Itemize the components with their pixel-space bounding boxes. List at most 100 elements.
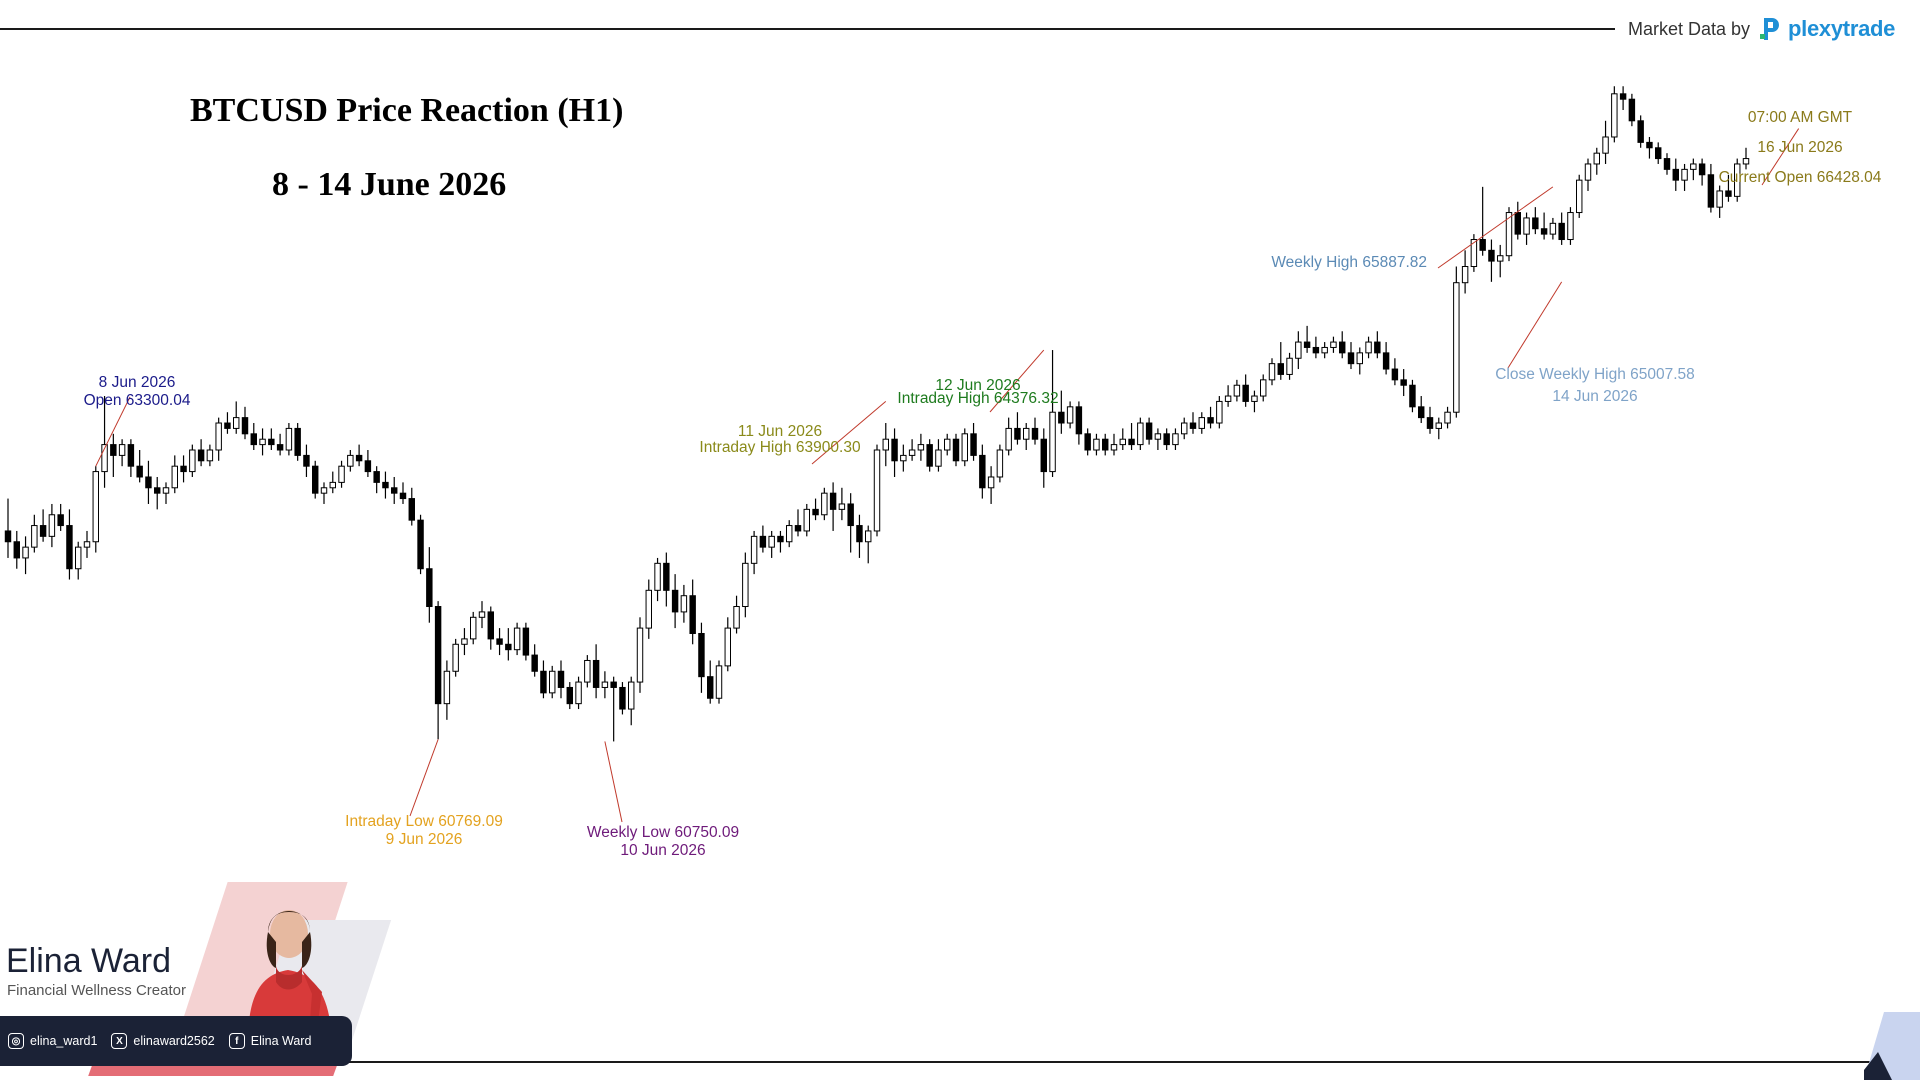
candle-body bbox=[1540, 228, 1548, 235]
candle bbox=[1382, 342, 1390, 375]
candle bbox=[1286, 352, 1293, 380]
candle bbox=[1690, 158, 1697, 181]
annotation-label: 07:00 AM GMT bbox=[1748, 109, 1853, 126]
annotation-leader-line bbox=[811, 401, 887, 465]
social-x[interactable]: X elinaward2562 bbox=[111, 1033, 215, 1049]
candle-body bbox=[1093, 438, 1100, 451]
candle-body bbox=[1128, 438, 1135, 446]
candle-body bbox=[1224, 395, 1232, 402]
social-facebook[interactable]: f Elina Ward bbox=[228, 1033, 311, 1049]
candle-body bbox=[961, 433, 968, 462]
candle bbox=[1435, 417, 1442, 440]
annotation-label: 8 Jun 2026 bbox=[99, 374, 176, 391]
candle-body bbox=[1023, 427, 1030, 440]
candle bbox=[487, 606, 494, 650]
candle bbox=[540, 660, 547, 699]
candle bbox=[303, 444, 310, 477]
candle bbox=[1444, 406, 1451, 429]
candle bbox=[48, 503, 56, 548]
candle-body bbox=[259, 438, 266, 446]
creator-card: Elina Ward Financial Wellness Creator ◎ … bbox=[0, 870, 392, 1080]
candle-body bbox=[601, 681, 609, 688]
candle bbox=[136, 450, 143, 483]
candle-body bbox=[1611, 93, 1618, 138]
candle-body bbox=[66, 525, 73, 570]
candle-body bbox=[557, 670, 565, 688]
candle-body bbox=[75, 546, 82, 570]
candle bbox=[1102, 433, 1109, 456]
candle-body bbox=[645, 589, 652, 629]
candle-body bbox=[1268, 363, 1276, 381]
candle-body bbox=[1233, 384, 1241, 397]
candle bbox=[592, 644, 600, 699]
candle-body bbox=[1716, 190, 1723, 208]
candle-body bbox=[592, 659, 600, 688]
candle-body bbox=[944, 438, 951, 451]
candle-body bbox=[1216, 400, 1223, 424]
annotation-label: Intraday Low 60769.09 bbox=[345, 813, 503, 830]
candle bbox=[1233, 379, 1241, 402]
candle-body bbox=[742, 562, 749, 608]
candle-body bbox=[584, 659, 591, 683]
candle-body bbox=[303, 454, 310, 467]
candle-body bbox=[1295, 341, 1302, 359]
candle-body bbox=[22, 546, 29, 559]
candle-body bbox=[1628, 98, 1636, 122]
candle bbox=[1268, 358, 1276, 386]
candle bbox=[233, 401, 240, 434]
candle-body bbox=[1426, 417, 1434, 429]
candle bbox=[1532, 207, 1539, 235]
candle-body bbox=[57, 514, 64, 527]
plexytrade-logo-icon bbox=[1760, 18, 1780, 40]
candle bbox=[470, 611, 477, 645]
candle bbox=[408, 487, 415, 526]
candle bbox=[1014, 412, 1021, 445]
candle bbox=[57, 503, 64, 531]
candle-body bbox=[4, 530, 12, 543]
candle bbox=[1277, 342, 1284, 380]
market-data-credit: Market Data by plexytrade bbox=[1628, 16, 1895, 42]
candle-body bbox=[364, 460, 372, 473]
candle-body bbox=[1488, 249, 1495, 262]
candle-body bbox=[979, 454, 986, 489]
candle-body bbox=[707, 676, 714, 699]
candle-body bbox=[1725, 190, 1732, 197]
candle bbox=[1426, 406, 1434, 434]
candle bbox=[1216, 396, 1223, 429]
candle bbox=[1005, 417, 1012, 456]
candle bbox=[917, 433, 925, 461]
candle-body bbox=[285, 427, 293, 451]
candle bbox=[759, 525, 767, 553]
candle-body bbox=[101, 444, 108, 473]
plexytrade-logo[interactable]: plexytrade bbox=[1760, 16, 1895, 42]
candle-body bbox=[1049, 411, 1056, 473]
candle bbox=[118, 439, 126, 467]
candle bbox=[285, 423, 293, 456]
candle bbox=[549, 665, 556, 699]
social-instagram[interactable]: ◎ elina_ward1 bbox=[8, 1033, 97, 1049]
candle-body bbox=[1479, 239, 1486, 251]
candle-body bbox=[347, 454, 354, 467]
candle-body bbox=[1260, 379, 1267, 397]
annotation-label: Intraday High 64376.32 bbox=[897, 390, 1058, 407]
candle-body bbox=[777, 535, 784, 543]
candle-body bbox=[619, 686, 626, 710]
candle-body bbox=[1189, 422, 1197, 429]
candle bbox=[355, 444, 363, 467]
candle bbox=[566, 682, 573, 710]
candle-body bbox=[1742, 158, 1750, 165]
candle-body bbox=[1576, 179, 1583, 214]
candle-body bbox=[320, 487, 328, 494]
candle bbox=[1479, 186, 1486, 256]
candle-body bbox=[610, 681, 617, 688]
candle-body bbox=[1663, 158, 1671, 170]
candle bbox=[1260, 374, 1267, 402]
candle bbox=[426, 547, 433, 623]
candle-body bbox=[786, 525, 793, 543]
candle-body bbox=[663, 562, 670, 591]
candle bbox=[584, 655, 591, 688]
candle-body bbox=[628, 681, 635, 710]
candle bbox=[838, 487, 846, 521]
candle-body bbox=[794, 525, 802, 532]
